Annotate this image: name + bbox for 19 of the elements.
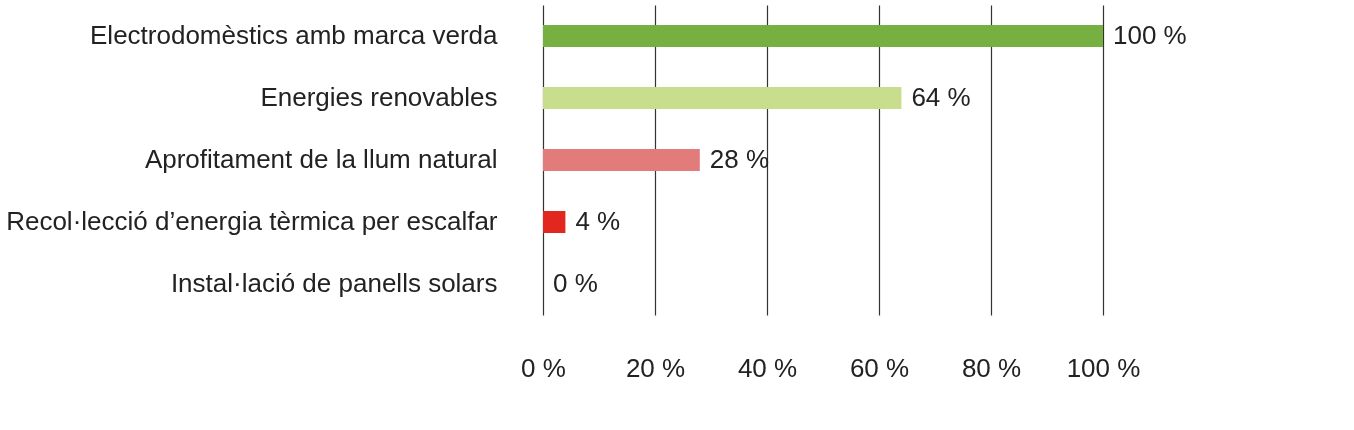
y-tick-label: Energies renovables	[260, 82, 498, 112]
x-tick-label: 100 %	[1066, 352, 1141, 383]
bar	[543, 25, 1103, 47]
bar	[543, 211, 566, 233]
y-tick-label: Electrodomèstics amb marca verda	[90, 20, 499, 50]
x-tick-label: 0 %	[521, 352, 566, 383]
data-label: 4 %	[575, 206, 621, 236]
x-tick-label: 80 %	[961, 352, 1022, 383]
data-label: 0 %	[553, 268, 598, 298]
bar	[543, 87, 902, 109]
data-label: 100 %	[1113, 20, 1187, 50]
x-tick-label: 20 %	[625, 352, 686, 383]
bar	[543, 149, 700, 171]
y-tick-label: Instal·lació de panells solars	[170, 268, 498, 298]
x-tick-label: 60 %	[849, 352, 910, 383]
data-label: 64 %	[911, 82, 971, 112]
x-tick-label: 40 %	[737, 352, 798, 383]
y-tick-label: Aprofitament de la llum natural	[144, 144, 498, 174]
y-tick-label: Recol·lecció d’energia tèrmica per escalfar	[6, 206, 498, 236]
